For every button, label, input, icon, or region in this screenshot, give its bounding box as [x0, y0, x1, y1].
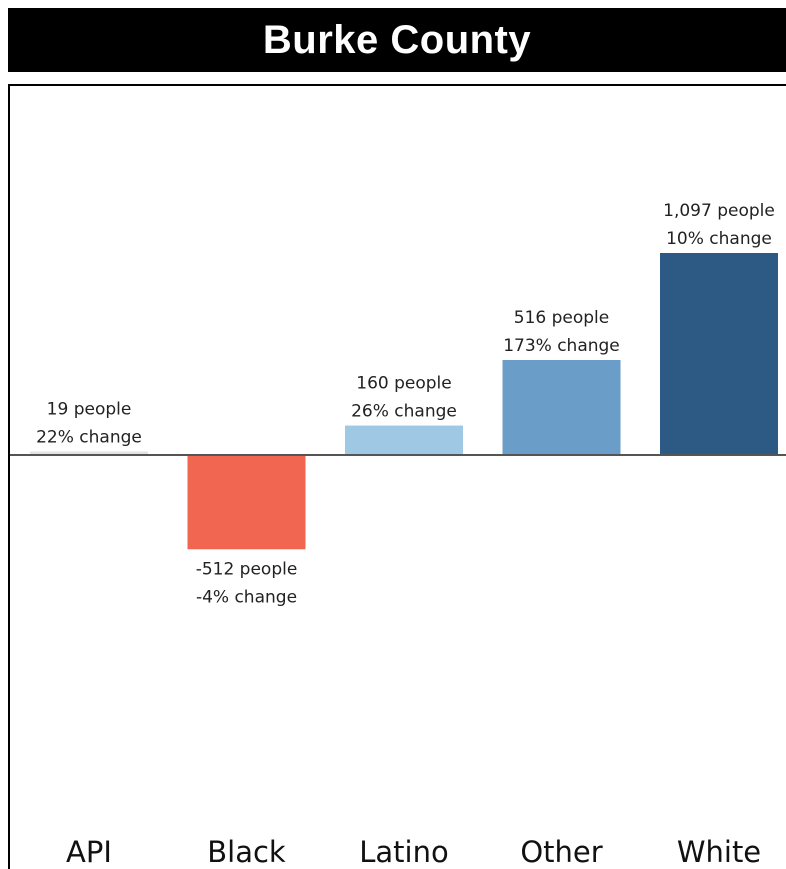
chart-frame [8, 84, 786, 869]
bar-black [187, 455, 306, 550]
category-label: Other [520, 835, 602, 869]
bar-latino [345, 425, 463, 455]
category-label: Latino [359, 835, 448, 869]
data-label-people: 19 people [47, 400, 132, 420]
data-label-change: 10% change [666, 229, 772, 249]
bar-other [502, 359, 621, 455]
data-label-change: 26% change [351, 402, 457, 422]
data-label-people: 516 people [514, 308, 609, 328]
data-label-people: -512 people [196, 559, 298, 579]
category-label: Black [207, 835, 286, 869]
category-label: White [677, 835, 761, 869]
data-label-change: 173% change [503, 336, 620, 356]
category-label: API [66, 835, 112, 869]
bar-api [30, 451, 148, 455]
chart-title: Burke County [262, 17, 532, 62]
bar-white [660, 253, 778, 455]
data-label-people: 1,097 people [663, 201, 775, 221]
data-label-people: 160 people [356, 374, 451, 394]
data-label-change: 22% change [36, 428, 142, 448]
data-label-change: -4% change [196, 587, 297, 607]
title-bar: Burke County [8, 8, 786, 72]
